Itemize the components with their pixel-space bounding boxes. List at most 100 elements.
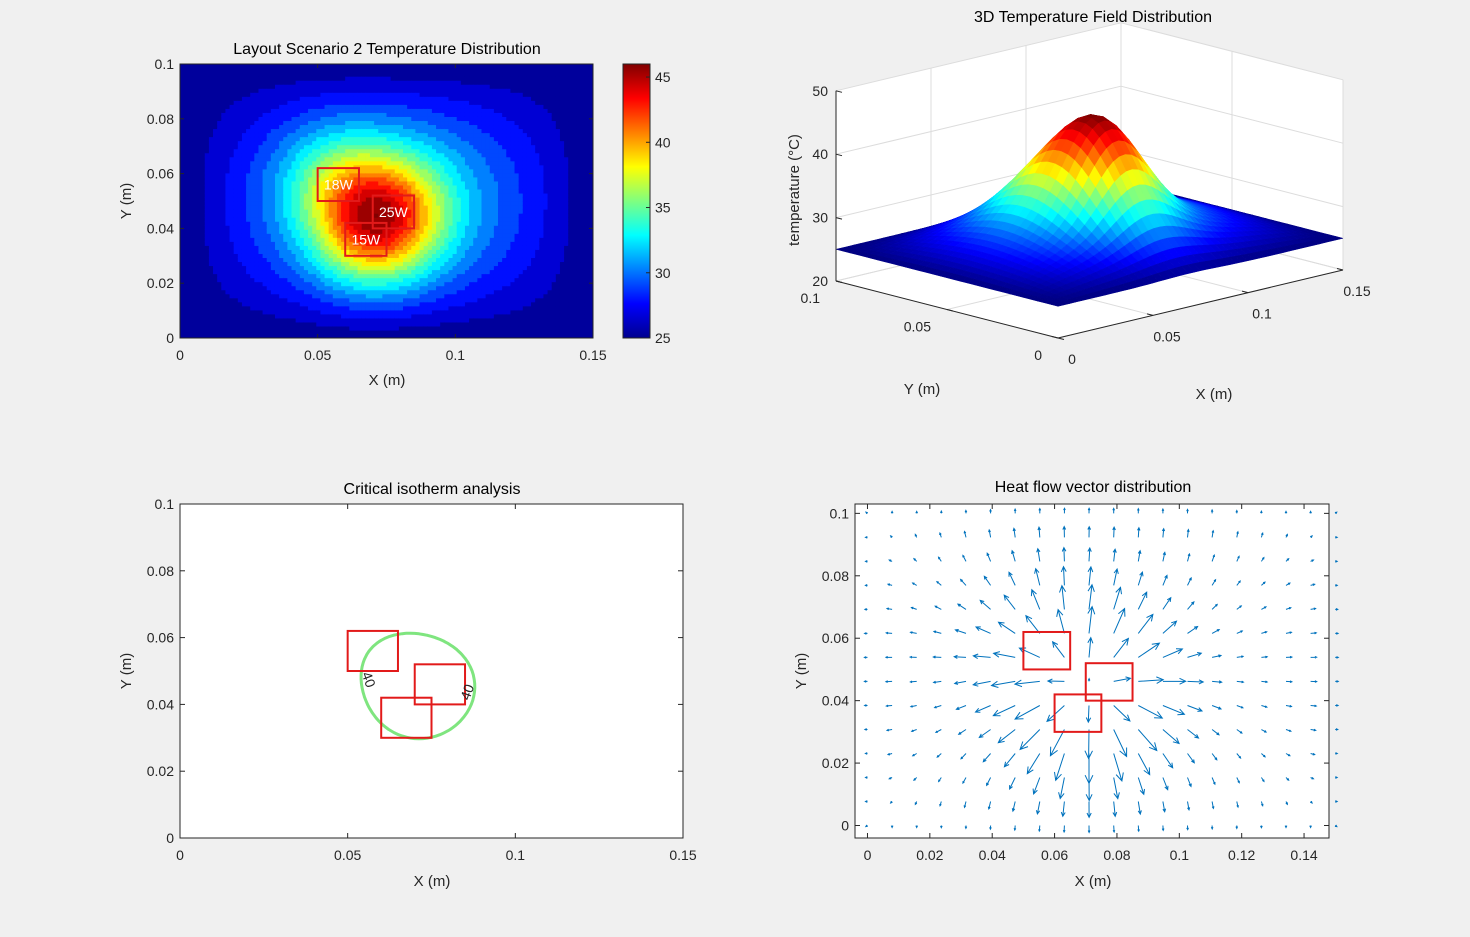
heatmap-cell	[291, 140, 297, 146]
heatmap-cell	[419, 213, 425, 218]
heatmap-cell	[444, 253, 450, 259]
heatmap-cell	[357, 293, 363, 299]
heatmap-cell	[295, 172, 301, 178]
heatmap-cell	[312, 144, 317, 150]
heatmap-cell	[353, 265, 359, 271]
heatmap-cell	[469, 64, 474, 69]
heatmap-cell	[196, 289, 202, 295]
heatmap-cell	[436, 140, 441, 146]
heatmap-cell	[477, 281, 483, 287]
heatmap-cell	[452, 68, 458, 73]
heatmap-cell	[229, 305, 235, 311]
heatmap-cell	[237, 253, 243, 259]
heatmap-cell	[469, 172, 474, 178]
heatmap-cell	[386, 313, 392, 319]
heatmap-cell	[390, 253, 396, 259]
heatmap-cell	[204, 164, 210, 170]
heatmap-cell	[427, 237, 433, 242]
heatmap-cell	[398, 217, 404, 222]
heatmap-cell	[411, 128, 417, 134]
heatmap-cell	[225, 124, 231, 130]
heatmap-cell	[246, 293, 251, 299]
heatmap-cell	[287, 229, 293, 234]
heatmap-cell	[481, 281, 487, 287]
heatmap-cell	[477, 184, 483, 190]
heatmap-cell	[427, 156, 433, 162]
heatmap-cell	[312, 329, 317, 335]
heatmap-cell	[204, 301, 210, 307]
heatmap-cell	[180, 96, 185, 101]
heatmap-cell	[386, 196, 392, 202]
heatmap-cell	[308, 124, 313, 130]
heatmap-cell	[320, 249, 326, 254]
heatmap-cell	[419, 172, 425, 178]
heatmap-cell	[200, 297, 206, 303]
heatmap-cell	[361, 313, 367, 319]
heatmap-cell	[444, 301, 450, 307]
heatmap-cell	[200, 329, 206, 335]
heatmap-cell	[415, 144, 421, 150]
heatmap-cell	[423, 269, 429, 275]
heatmap-cell	[295, 329, 301, 335]
heatmap-cell	[250, 297, 255, 303]
heatmap-cell	[204, 333, 210, 338]
heatmap-cell	[299, 188, 305, 194]
heatmap-cell	[324, 156, 330, 162]
heatmap-cell	[184, 201, 189, 206]
heatmap-cell	[266, 132, 272, 138]
heatmap-cell	[390, 80, 396, 85]
heatmap-cell	[328, 164, 334, 170]
heatmap-cell	[353, 241, 359, 246]
heatmap-cell	[349, 184, 355, 190]
heatmap-cell	[229, 217, 235, 222]
heatmap-cell	[407, 273, 412, 279]
heatmap-cell	[419, 128, 425, 134]
heatmap-cell	[336, 261, 342, 267]
heatmap-cell	[390, 184, 396, 190]
heatmap-cell	[320, 225, 326, 230]
heatmap-cell	[225, 72, 231, 77]
heatmap-cell	[332, 289, 338, 295]
heatmap-cell	[258, 289, 264, 295]
heatmap-cell	[365, 289, 371, 295]
heatmap-cell	[423, 96, 429, 101]
heatmap-cell	[349, 285, 355, 291]
heatmap-cell	[246, 140, 251, 146]
heatmap-cell	[436, 241, 441, 246]
heatmap-cell	[246, 285, 251, 291]
heatmap-cell	[382, 168, 388, 174]
heatmap-cell	[328, 209, 334, 214]
heatmap-cell	[390, 241, 396, 246]
heatmap-cell	[283, 313, 288, 319]
heatmap-cell	[419, 80, 425, 85]
heatmap-cell	[456, 80, 462, 85]
heatmap-cell	[361, 249, 367, 254]
heatmap-cell	[464, 205, 470, 210]
heatmap-cell	[423, 196, 429, 202]
heatmap-cell	[287, 313, 293, 319]
heatmap-cell	[361, 201, 367, 206]
heatmap-cell	[431, 156, 437, 162]
heatmap-cell	[386, 172, 392, 178]
heatmap-cell	[270, 196, 276, 202]
heatmap-cell	[419, 309, 425, 315]
heatmap-cell	[279, 313, 284, 319]
heatmap-cell	[374, 112, 379, 117]
heatmap-cell	[237, 285, 243, 291]
heatmap-cell	[464, 281, 470, 287]
heatmap-cell	[394, 108, 400, 113]
heatmap-cell	[299, 305, 305, 311]
heatmap-cell	[460, 201, 466, 206]
heatmap-cell	[390, 84, 396, 89]
heatmap-cell	[299, 277, 305, 283]
heatmap-cell	[427, 209, 433, 214]
heatmap-cell	[279, 293, 284, 299]
heatmap-cell	[427, 120, 433, 126]
heatmap-cell	[411, 265, 417, 271]
heatmap-cell	[225, 180, 231, 186]
heatmap-cell	[427, 164, 433, 170]
heatmap-cell	[308, 301, 313, 307]
heatmap-cell	[299, 269, 305, 275]
heatmap-cell	[241, 329, 247, 335]
heatmap-cell	[299, 160, 305, 166]
